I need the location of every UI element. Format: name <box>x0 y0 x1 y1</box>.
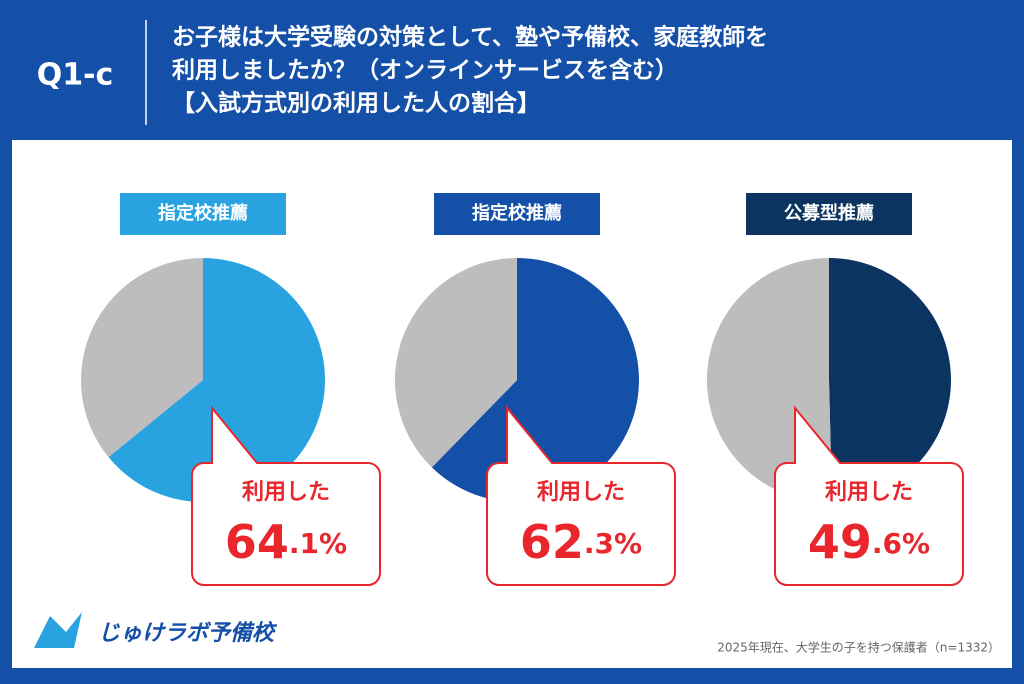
question-label: Q1-c <box>37 58 114 93</box>
logo: じゅけラボ予備校 <box>34 612 278 648</box>
title-box <box>120 193 286 235</box>
callout <box>486 405 676 586</box>
logo-text: じゅけラボ予備校 <box>98 620 278 646</box>
pie-slice <box>395 258 517 468</box>
chart-title: 指定校推薦 <box>158 202 248 224</box>
title-box <box>434 193 600 235</box>
chart-title: 公募型推薦 <box>784 202 874 224</box>
chart-title: 指定校推薦 <box>472 202 562 224</box>
category-label: 利用した <box>242 480 330 505</box>
category-label: 利用した <box>825 480 913 505</box>
category-label: 利用した <box>537 480 625 505</box>
title-line: 利用しましたか？（オンラインサービスを含む） <box>172 57 678 84</box>
pie-slice <box>81 258 203 458</box>
logo-icon <box>34 612 82 648</box>
value-label: 62.3% <box>520 515 642 569</box>
callout <box>774 405 964 586</box>
title-line: 【入試方式別の利用した人の割合】 <box>172 90 540 117</box>
value-label: 64.1% <box>225 515 347 569</box>
pie-slice <box>431 258 640 502</box>
pie-slice <box>108 258 326 502</box>
callout <box>191 405 381 586</box>
title-box <box>746 193 912 235</box>
footnote: 2025年現在、大学生の子を持つ保護者（n=1332） <box>717 640 1000 655</box>
title-line: お子様は大学受験の対策として、塾や予備校、家庭教師を <box>172 24 768 51</box>
value-label: 49.6% <box>808 515 930 569</box>
pie-slice <box>829 258 951 502</box>
